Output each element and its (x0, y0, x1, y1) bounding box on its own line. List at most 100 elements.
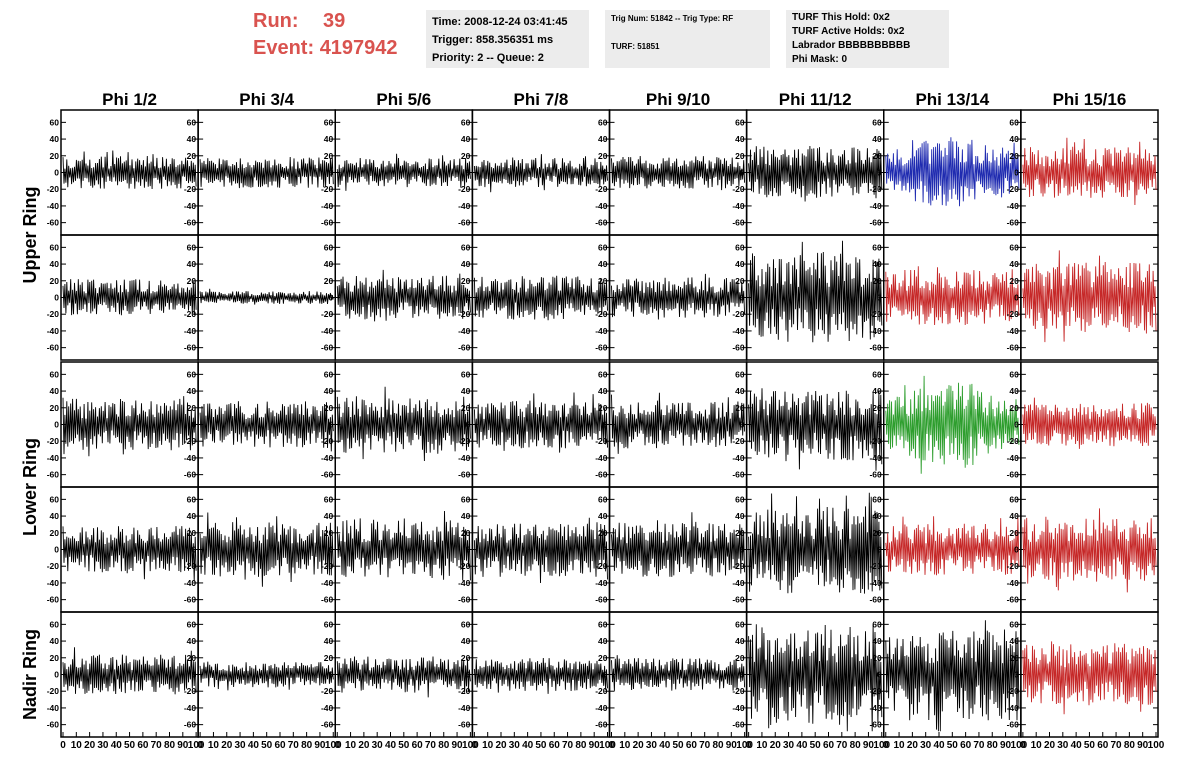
y-tick-label: -40 (595, 703, 608, 713)
x-tick-label: 50 (947, 740, 959, 751)
y-tick-label: 0 (603, 293, 608, 303)
x-tick-label: 90 (863, 740, 875, 751)
waveform-trace (336, 269, 471, 322)
waveform-trace (885, 375, 1020, 474)
y-tick-label: 0 (1014, 293, 1019, 303)
priority-text: Priority: 2 -- Queue: 2 (432, 52, 544, 64)
y-tick-label: -20 (184, 686, 197, 696)
y-tick-label: 0 (54, 293, 59, 303)
x-tick-label: 100 (873, 740, 890, 751)
y-tick-label: 20 (598, 151, 608, 161)
x-tick-label: 0 (334, 740, 340, 751)
y-tick-label: -40 (732, 703, 745, 713)
y-tick-label: 60 (187, 242, 197, 252)
y-tick-label: 60 (872, 494, 882, 504)
run-info: Run: 39 Event: 4197942 (253, 8, 398, 62)
x-tick-label: 70 (562, 740, 574, 751)
y-tick-label: -20 (47, 436, 60, 446)
x-tick-label: 90 (452, 740, 464, 751)
y-tick-label: -20 (47, 561, 60, 571)
y-tick-label: 20 (461, 528, 471, 538)
y-tick-label: 40 (324, 259, 334, 269)
y-tick-label: -60 (595, 595, 608, 605)
x-tick-label: 60 (823, 740, 835, 751)
column-header-phi-3: Phi 5/6 (376, 90, 431, 109)
y-tick-label: -40 (595, 326, 608, 336)
y-tick-label: -60 (321, 218, 334, 228)
ring-label-3: Nadir Ring (20, 629, 40, 720)
y-tick-label: 40 (735, 134, 745, 144)
x-tick-label: 80 (438, 740, 450, 751)
waveform-trace (62, 647, 197, 695)
x-tick-label: 80 (301, 740, 313, 751)
y-tick-label: 20 (50, 151, 60, 161)
y-tick-label: -20 (595, 561, 608, 571)
x-tick-label: 0 (1020, 740, 1026, 751)
y-tick-label: -60 (47, 470, 60, 480)
y-tick-label: 20 (324, 276, 334, 286)
run-label: Run: (253, 10, 299, 32)
x-tick-label: 60 (412, 740, 424, 751)
waveform-trace (62, 526, 197, 582)
waveform-trace (885, 266, 1020, 326)
y-tick-label: 60 (598, 494, 608, 504)
y-tick-label: -20 (47, 686, 60, 696)
waveform-trace (611, 655, 746, 691)
y-tick-label: -20 (1007, 436, 1020, 446)
y-tick-label: -20 (184, 436, 197, 446)
y-tick-label: -20 (458, 184, 471, 194)
y-tick-label: -40 (184, 703, 197, 713)
y-tick-label: 20 (1009, 276, 1019, 286)
y-tick-label: -20 (732, 561, 745, 571)
x-tick-label: 30 (1057, 740, 1069, 751)
x-tick-label: 0 (883, 740, 889, 751)
y-tick-label: 0 (1014, 670, 1019, 680)
waveform-trace (748, 624, 883, 732)
waveform-trace (611, 392, 746, 454)
y-tick-label: -20 (595, 436, 608, 446)
y-tick-label: -20 (47, 184, 60, 194)
x-tick-label: 20 (770, 740, 782, 751)
run-value: 39 (323, 10, 346, 32)
y-tick-label: 40 (598, 386, 608, 396)
y-tick-label: -40 (869, 326, 882, 336)
y-tick-label: 0 (329, 545, 334, 555)
x-tick-label: 80 (164, 740, 176, 751)
y-tick-label: 60 (324, 619, 334, 629)
y-tick-label: -60 (458, 218, 471, 228)
waveform-trace (473, 275, 608, 321)
y-tick-label: -40 (458, 201, 471, 211)
y-tick-label: 20 (1009, 151, 1019, 161)
x-tick-label: 30 (97, 740, 109, 751)
y-tick-label: 60 (1009, 117, 1019, 127)
y-tick-label: 60 (187, 117, 197, 127)
event-line: Event: 4197942 (253, 35, 398, 62)
waveform-trace (62, 150, 197, 190)
waveform-trace (611, 273, 746, 320)
y-tick-label: 20 (598, 403, 608, 413)
y-tick-label: 60 (735, 242, 745, 252)
x-tick-label: 50 (673, 740, 685, 751)
y-tick-label: 40 (598, 134, 608, 144)
x-tick-label: 10 (894, 740, 906, 751)
x-tick-label: 90 (726, 740, 738, 751)
run-line: Run: 39 (253, 8, 398, 35)
y-tick-label: 20 (735, 653, 745, 663)
y-tick-label: -60 (1007, 470, 1020, 480)
y-tick-label: -60 (458, 343, 471, 353)
waveform-trace (336, 153, 471, 191)
y-tick-label: 60 (461, 494, 471, 504)
y-tick-label: -60 (47, 720, 60, 730)
y-tick-label: 40 (50, 386, 60, 396)
y-tick-label: 40 (1009, 134, 1019, 144)
x-tick-label: 50 (261, 740, 273, 751)
y-tick-label: -40 (47, 578, 60, 588)
x-tick-label: 50 (398, 740, 410, 751)
y-tick-label: 20 (598, 276, 608, 286)
y-tick-label: -20 (869, 561, 882, 571)
y-tick-label: -60 (595, 470, 608, 480)
y-tick-label: 20 (872, 403, 882, 413)
column-header-phi-8: Phi 15/16 (1053, 90, 1127, 109)
y-tick-label: -20 (595, 686, 608, 696)
x-tick-label: 80 (712, 740, 724, 751)
